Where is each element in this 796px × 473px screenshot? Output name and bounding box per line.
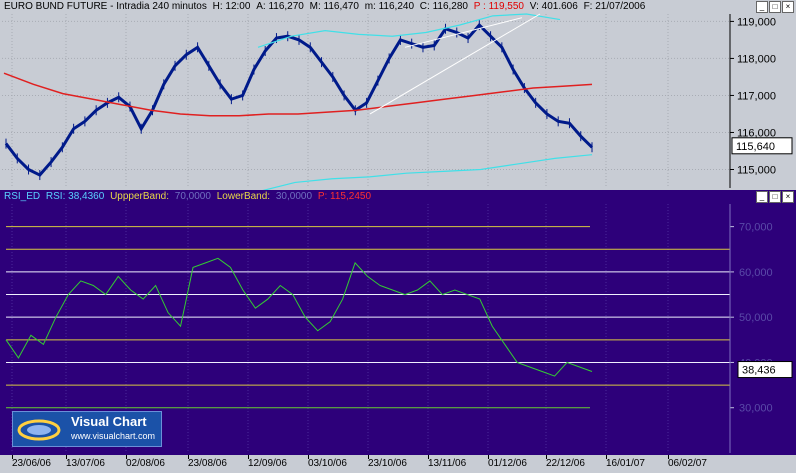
price-date-label: F: 21/07/2006 xyxy=(583,1,646,12)
x-tick-mark xyxy=(488,455,489,459)
price-volume-label: V: 401.606 xyxy=(529,1,578,12)
x-tick-label: 23/06/06 xyxy=(12,458,51,469)
price-ytick-label: 116,000 xyxy=(737,127,776,139)
lower-band-line xyxy=(262,154,593,190)
logo-url: www.visualchart.com xyxy=(71,431,156,441)
upper-band-line xyxy=(257,13,561,48)
price-close-button[interactable]: × xyxy=(782,1,794,13)
moving-average-line xyxy=(3,72,593,117)
price-ytick-label: 118,000 xyxy=(737,53,776,65)
x-tick-label: 22/12/06 xyxy=(546,458,585,469)
rsi-current-value-box xyxy=(737,361,793,379)
rsi-p-label: P: 115,2450 xyxy=(317,191,372,202)
visual-chart-logo: Visual Chart www.visualchart.com xyxy=(12,411,162,447)
price-maximize-button[interactable]: □ xyxy=(769,1,781,13)
logo-swoosh-icon xyxy=(17,419,61,441)
x-tick-mark xyxy=(188,455,189,459)
price-pane: EURO BUND FUTURE - Intradia 240 minutos … xyxy=(0,0,796,190)
rsi-ytick-label: 30,000 xyxy=(739,403,773,415)
x-tick-mark xyxy=(668,455,669,459)
rsi-ytick-label: 50,000 xyxy=(739,312,773,324)
x-tick-mark xyxy=(428,455,429,459)
x-tick-mark xyxy=(606,455,607,459)
x-tick-mark xyxy=(546,455,547,459)
x-tick-label: 13/11/06 xyxy=(428,458,467,469)
rsi-minimize-button[interactable]: _ xyxy=(756,191,768,203)
x-tick-label: 01/12/06 xyxy=(488,458,527,469)
price-h-label: H: 12:00 xyxy=(212,1,251,12)
trendline-upper xyxy=(404,17,523,48)
logo-title: Visual Chart xyxy=(71,414,147,429)
rsi-ytick-label: 60,000 xyxy=(739,267,773,279)
x-tick-mark xyxy=(12,455,13,459)
price-ytick-label: 119,000 xyxy=(737,16,776,28)
rsi-upper-label: UppperBand: xyxy=(110,191,169,202)
x-tick-label: 12/09/06 xyxy=(248,458,287,469)
rsi-upper-value: 70,0000 xyxy=(174,191,211,202)
price-current-value: 115,640 xyxy=(736,141,775,153)
price-max-label: M: 116,470 xyxy=(309,1,359,12)
x-tick-mark xyxy=(308,455,309,459)
x-tick-mark xyxy=(126,455,127,459)
price-min-label: m: 116,240 xyxy=(364,1,415,12)
price-close-label: C: 116,280 xyxy=(419,1,468,12)
price-minimize-button[interactable]: _ xyxy=(756,1,768,13)
price-ytick-label: 115,000 xyxy=(737,164,776,176)
rsi-current-value: 38,436 xyxy=(742,365,776,377)
rsi-title: RSI_ED xyxy=(4,191,41,202)
rsi-close-button[interactable]: × xyxy=(782,191,794,203)
x-tick-label: 23/08/06 xyxy=(188,458,227,469)
rsi-ytick-label: 70,000 xyxy=(739,222,773,234)
rsi-series-line xyxy=(5,257,593,377)
price-current-value-box xyxy=(731,137,793,155)
price-ytick-label: 117,000 xyxy=(737,90,776,102)
price-chart: 115,000 116,000 117,000 118,000 119,000 115,6… xyxy=(2,13,793,190)
trendline-lower xyxy=(369,13,541,115)
x-tick-label: 03/10/06 xyxy=(308,458,347,469)
rsi-lower-value: 30,0000 xyxy=(275,191,313,202)
x-axis: 23/06/06 13/07/06 02/08/06 23/08/06 12/09/06… xyxy=(0,455,796,473)
x-tick-mark xyxy=(248,455,249,459)
rsi-maximize-button[interactable]: □ xyxy=(769,191,781,203)
rsi-header: RSI_ED RSI: 38,4360 UppperBand: 70,0000 … xyxy=(0,190,734,204)
price-header: EURO BUND FUTURE - Intradia 240 minutos … xyxy=(0,0,734,14)
x-tick-label: 23/10/06 xyxy=(368,458,407,469)
x-tick-mark xyxy=(66,455,67,459)
price-a-label: A: 116,270 xyxy=(256,1,304,12)
price-title: EURO BUND FUTURE - Intradia 240 minutos xyxy=(4,1,207,12)
price-p-label: P : 119,550 xyxy=(473,1,524,12)
rsi-lower-label: LowerBand: xyxy=(216,191,271,202)
x-tick-label: 06/02/07 xyxy=(668,458,707,469)
x-tick-label: 16/01/07 xyxy=(606,458,645,469)
x-tick-mark xyxy=(368,455,369,459)
rsi-pane: RSI_ED RSI: 38,4360 UppperBand: 70,0000 … xyxy=(0,190,796,455)
x-tick-label: 02/08/06 xyxy=(126,458,165,469)
rsi-value-label: RSI: 38,4360 xyxy=(45,191,105,202)
x-tick-label: 13/07/06 xyxy=(66,458,105,469)
